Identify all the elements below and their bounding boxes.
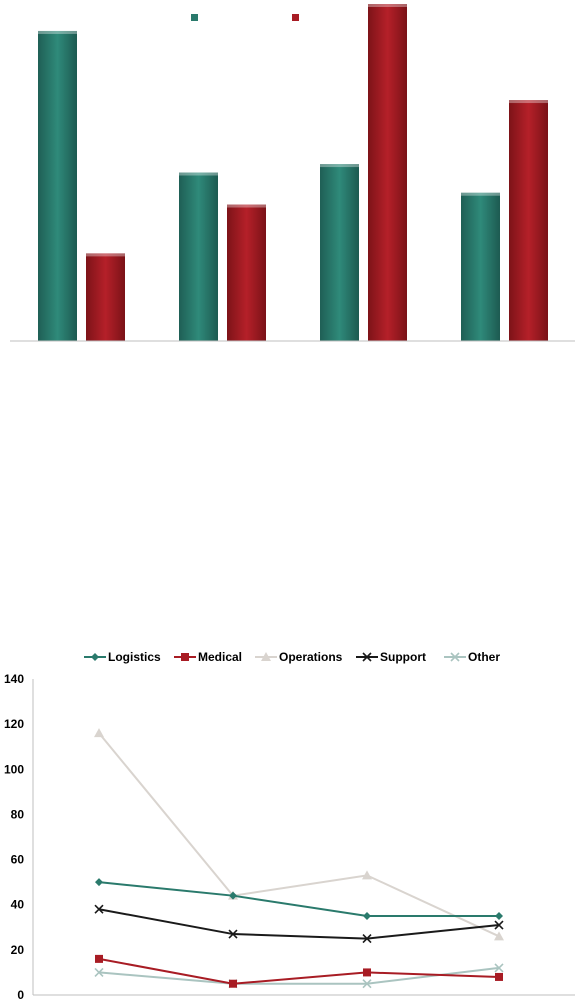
bar-chart-legend — [191, 14, 299, 21]
legend-label-support: Support — [380, 650, 426, 664]
point-medical-4 — [495, 972, 503, 981]
point-medical-2 — [229, 979, 237, 988]
point-medical-1 — [95, 954, 103, 963]
legend-marker-medical — [181, 653, 189, 661]
legend-swatch-series-2 — [292, 14, 299, 21]
bar-highlight-series-1-category-4 — [461, 192, 500, 196]
bar-highlight-series-1-category-3 — [320, 164, 359, 168]
line-logistics — [98, 881, 499, 917]
y-tick-label: 40 — [11, 898, 25, 912]
point-logistics-2 — [229, 891, 237, 900]
bar-highlight-series-2-category-1 — [86, 253, 125, 257]
y-tick-label: 120 — [4, 717, 24, 731]
legend-label-logistics: Logistics — [108, 650, 161, 664]
line-medical — [98, 957, 500, 985]
y-tick-label: 60 — [11, 853, 25, 867]
legend-marker-logistics — [91, 653, 99, 661]
y-tick-label: 100 — [4, 762, 24, 776]
y-tick-label: 0 — [17, 988, 24, 999]
y-tick-label: 80 — [11, 807, 25, 821]
point-other-1 — [94, 967, 104, 977]
bar-series-1-category-1 — [38, 30, 77, 342]
bar-chart-plot-area — [38, 4, 548, 342]
line-chart: Logistics Medical Operations Support Other 0… — [4, 650, 575, 999]
line-operations — [98, 732, 500, 938]
point-operations-3 — [362, 870, 372, 880]
legend-marker-support — [362, 652, 372, 662]
legend-swatch-series-1 — [191, 14, 198, 21]
line-other — [98, 966, 500, 985]
point-other-3 — [362, 979, 372, 989]
line-support — [98, 908, 500, 940]
point-operations-4 — [494, 931, 504, 941]
bar-series-1-category-2 — [179, 172, 218, 341]
bar-chart — [10, 4, 575, 342]
legend-label-medical: Medical — [198, 650, 242, 664]
bar-highlight-series-2-category-4 — [509, 100, 548, 104]
y-tick-label: 20 — [11, 943, 25, 957]
point-logistics-4 — [495, 912, 503, 920]
bar-series-2-category-2 — [227, 204, 266, 341]
legend-label-other: Other — [468, 650, 500, 664]
bar-series-1-category-4 — [461, 192, 500, 341]
point-medical-3 — [363, 968, 371, 977]
bar-series-2-category-1 — [86, 253, 125, 341]
legend-marker-other — [450, 652, 460, 662]
point-logistics-3 — [363, 912, 371, 920]
legend-label-operations: Operations — [279, 650, 343, 664]
bar-series-2-category-3 — [368, 4, 407, 341]
point-operations-1 — [94, 728, 104, 738]
point-other-4 — [494, 963, 504, 973]
point-support-3 — [362, 934, 372, 944]
point-support-1 — [94, 904, 104, 914]
line-chart-plot-area — [94, 728, 504, 989]
bar-series-1-category-3 — [320, 164, 359, 341]
y-tick-label: 140 — [4, 672, 24, 686]
point-logistics-1 — [95, 878, 103, 887]
line-chart-y-axis-ticks: 0 20 40 60 80 100 120 140 — [4, 672, 24, 999]
bar-series-2-category-4 — [509, 100, 548, 341]
bar-highlight-series-2-category-3 — [368, 4, 407, 7]
point-support-4 — [494, 920, 504, 930]
bar-highlight-series-1-category-1 — [38, 30, 77, 34]
legend-marker-operations — [261, 652, 271, 661]
line-chart-legend: Logistics Medical Operations Support Other — [84, 650, 500, 664]
bar-highlight-series-1-category-2 — [179, 172, 218, 176]
bar-highlight-series-2-category-2 — [227, 204, 266, 208]
point-support-2 — [228, 929, 238, 939]
